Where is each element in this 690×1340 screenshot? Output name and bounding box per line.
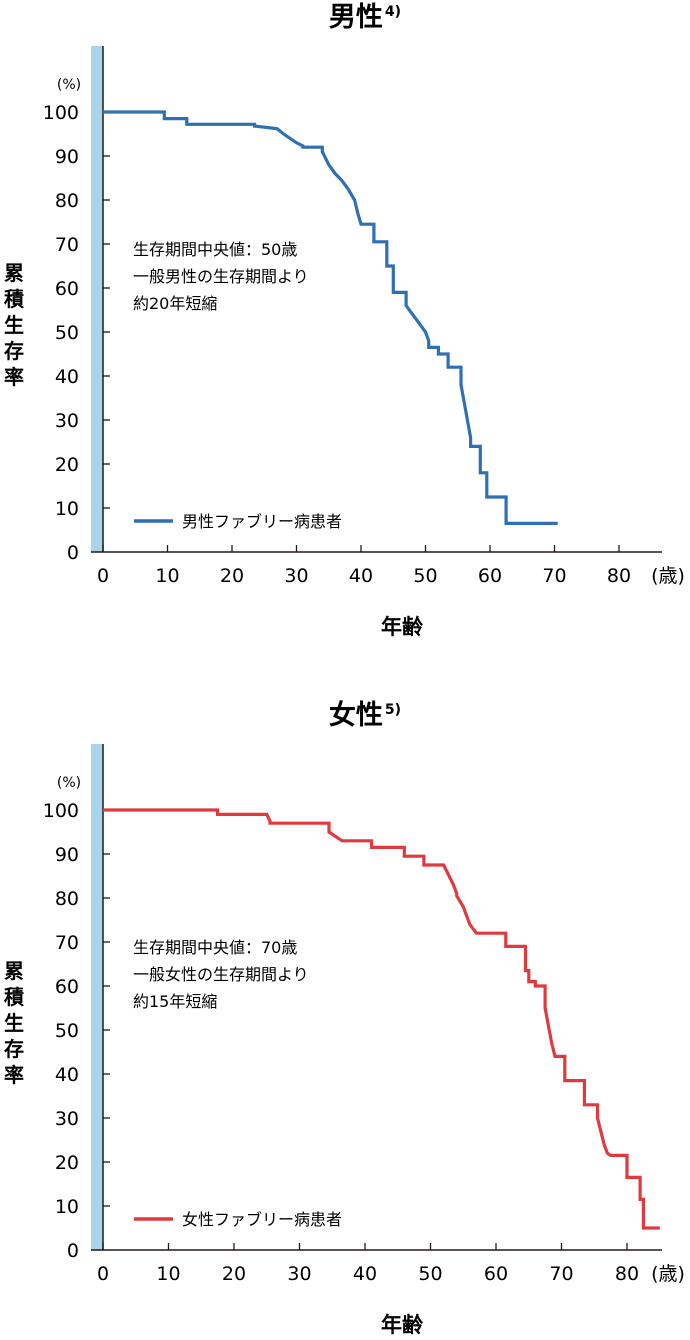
chart-title-text: 女性 <box>329 699 383 731</box>
chart-title: 女性 5) <box>329 699 401 731</box>
x-tick-label: 30 <box>284 565 308 587</box>
chart-panel-female: 女性 5) 0 10 20 30 40 50 60 70 80 90 100 (%) 累積生存率 0 10 20 3… <box>4 699 685 1337</box>
y-tick-label: 80 <box>55 190 79 212</box>
x-axis-unit: (歳) <box>651 1263 685 1285</box>
x-tick-label: 10 <box>155 565 179 587</box>
chart-title-text: 男性 <box>329 2 383 33</box>
x-tick-label: 40 <box>353 1263 377 1285</box>
x-axis-label: 年齢 <box>381 1313 424 1337</box>
y-tick-label: 80 <box>55 888 79 910</box>
x-tick-label: 60 <box>484 1263 508 1285</box>
x-tick-label: 70 <box>549 1263 573 1285</box>
y-axis-label-char: 累 <box>4 261 24 285</box>
y-tick-label: 50 <box>55 322 79 344</box>
y-tick-label: 50 <box>55 1020 79 1042</box>
y-tick-label: 10 <box>55 1196 79 1218</box>
y-axis-label-char: 率 <box>4 365 24 389</box>
y-axis-label: 累積生存率 <box>4 261 25 389</box>
y-tick-label: 20 <box>55 454 79 476</box>
y-tick-label: 0 <box>67 1240 79 1262</box>
y-axis-label-char: 積 <box>4 985 25 1009</box>
y-axis-label-char: 累 <box>4 959 24 983</box>
legend-label: 男性ファブリー病患者 <box>182 512 342 531</box>
x-axis-unit: (歳) <box>651 565 685 587</box>
x-tick-label: 80 <box>607 565 631 587</box>
x-tick-label: 70 <box>542 565 566 587</box>
x-tick-label: 20 <box>220 565 244 587</box>
y-axis-label-char: 生 <box>4 1011 24 1035</box>
legend-label: 女性ファブリー病患者 <box>182 1210 342 1229</box>
chart-title-reference: 4) <box>385 4 401 20</box>
y-axis-band <box>91 46 103 552</box>
x-tick-label: 80 <box>615 1263 639 1285</box>
x-tick-label: 0 <box>97 565 109 587</box>
y-tick-label: 20 <box>55 1152 79 1174</box>
survival-curve-female <box>103 808 660 1230</box>
y-axis-label-char: 生 <box>4 313 24 337</box>
y-tick-label: 100 <box>43 800 79 822</box>
y-axis-label: 累積生存率 <box>4 959 25 1087</box>
y-tick-label: 0 <box>67 542 79 564</box>
median-survival-note: 約15年短縮 <box>133 992 217 1011</box>
x-axis-label: 年齢 <box>381 615 424 639</box>
median-survival-note: 生存期間中央値：70歳 <box>133 938 297 957</box>
x-tick-label: 0 <box>97 1263 109 1285</box>
y-tick-label: 70 <box>55 234 79 256</box>
median-survival-note: 生存期間中央値：50歳 <box>133 240 297 259</box>
y-tick-label: 90 <box>55 844 79 866</box>
y-axis-unit: (%) <box>57 775 81 791</box>
chart-title-reference: 5) <box>385 702 401 718</box>
y-tick-label: 30 <box>55 410 79 432</box>
y-tick-label: 30 <box>55 1108 79 1130</box>
y-tick-label: 10 <box>55 498 79 520</box>
y-tick-label: 90 <box>55 146 79 168</box>
y-tick-label: 60 <box>55 976 79 998</box>
median-survival-note: 一般男性の生存期間より <box>133 267 309 286</box>
y-tick-label: 100 <box>43 102 79 124</box>
x-tick-label: 40 <box>349 565 373 587</box>
x-tick-label: 50 <box>418 1263 442 1285</box>
x-tick-label: 50 <box>413 565 437 587</box>
x-tick-label: 10 <box>156 1263 180 1285</box>
median-survival-note: 一般女性の生存期間より <box>133 965 309 984</box>
y-tick-label: 70 <box>55 932 79 954</box>
chart-title: 男性 4) <box>329 2 401 33</box>
survival-curve-male <box>103 110 558 525</box>
x-tick-label: 20 <box>222 1263 246 1285</box>
y-axis-unit: (%) <box>57 77 81 93</box>
y-axis-label-char: 積 <box>4 287 25 311</box>
y-tick-label: 40 <box>55 1064 79 1086</box>
y-axis-band <box>91 744 103 1250</box>
x-tick-label: 30 <box>287 1263 311 1285</box>
x-tick-label: 60 <box>478 565 502 587</box>
y-tick-label: 60 <box>55 278 79 300</box>
y-axis-label-char: 存 <box>4 1037 24 1061</box>
y-axis-label-char: 率 <box>4 1063 24 1087</box>
y-axis-label-char: 存 <box>4 339 24 363</box>
y-tick-label: 40 <box>55 366 79 388</box>
chart-panel-male: 男性 4) 0 10 20 30 40 50 60 70 80 90 100 (%) 累積生存率 0 10 20 3… <box>4 2 685 639</box>
median-survival-note: 約20年短縮 <box>133 294 217 313</box>
